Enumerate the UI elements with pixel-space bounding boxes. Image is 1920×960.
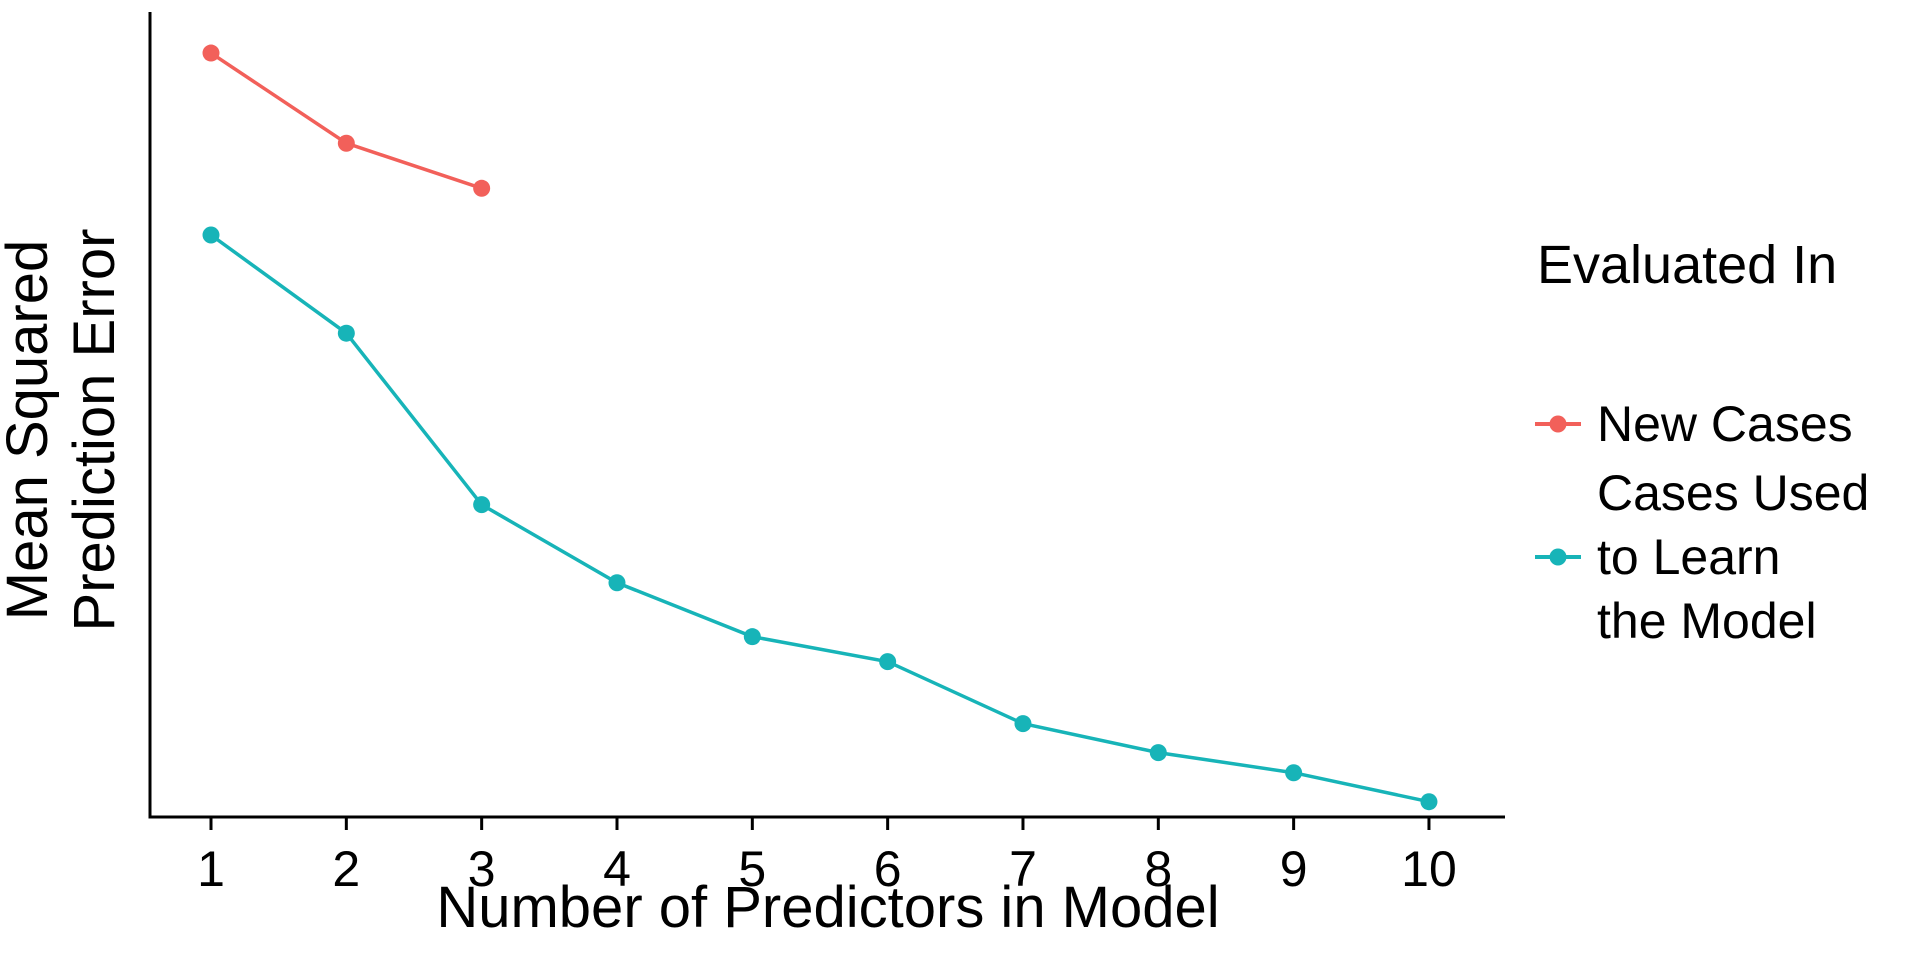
- series-1-point: [473, 496, 491, 514]
- series-1-point: [1149, 744, 1167, 762]
- x-tick-label: 10: [1401, 841, 1457, 897]
- legend-entry-cases-used: Cases Used to Learn the Model: [1533, 461, 1869, 653]
- x-tick-label: 4: [603, 841, 631, 897]
- series-1-point: [1014, 715, 1032, 733]
- legend-key-new-cases-icon: [1535, 415, 1581, 433]
- legend-key-dot: [1549, 415, 1567, 433]
- legend-key-cases-used-icon: [1535, 548, 1581, 566]
- series-0-point: [473, 179, 491, 197]
- series-1-point: [337, 324, 355, 342]
- legend-label-new-cases: New Cases: [1597, 396, 1853, 452]
- x-tick-label: 6: [874, 841, 902, 897]
- series-1-point: [202, 226, 220, 244]
- x-tick-label: 8: [1144, 841, 1172, 897]
- x-tick-label: 3: [468, 841, 496, 897]
- series-1-point: [743, 628, 761, 646]
- legend-label-cases-used: Cases Used to Learn the Model: [1597, 465, 1870, 649]
- series-line-1: [209, 233, 1431, 804]
- x-tick-label: 5: [738, 841, 766, 897]
- series-0-point: [202, 44, 220, 62]
- series-1-point: [879, 653, 897, 671]
- legend-key-dot: [1549, 548, 1567, 566]
- x-axis-title: Number of Predictors in Model: [436, 875, 1220, 940]
- series-0-point: [337, 134, 355, 152]
- x-tick-label: 1: [197, 841, 225, 897]
- legend-title: Evaluated In: [1537, 235, 1838, 295]
- series-1-point: [608, 574, 626, 592]
- series-line-0: [209, 51, 484, 191]
- x-tick-label: 2: [332, 841, 360, 897]
- x-tick-label: 9: [1280, 841, 1308, 897]
- series-1-point: [1285, 764, 1303, 782]
- x-tick-label: 7: [1009, 841, 1037, 897]
- legend-entry-new-cases: New Cases: [1533, 392, 1853, 456]
- series-1-point: [1420, 793, 1438, 811]
